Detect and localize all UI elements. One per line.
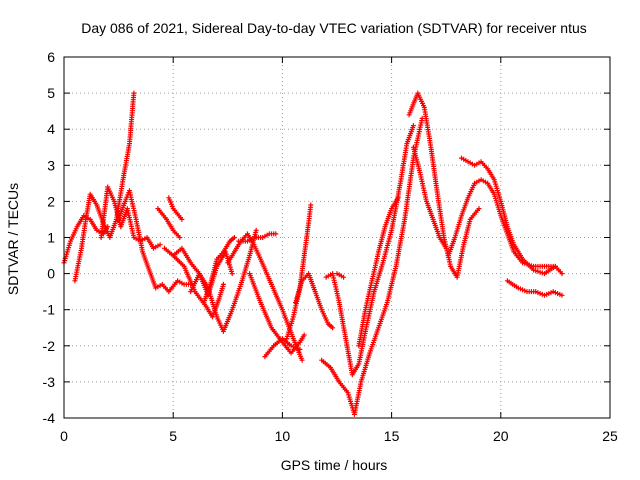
series-line bbox=[190, 229, 257, 332]
series-line bbox=[117, 190, 192, 293]
data-point bbox=[559, 292, 565, 298]
y-axis-label: SDTVAR / TECUs bbox=[5, 183, 21, 295]
series-arc-14 bbox=[262, 336, 303, 360]
axis-ticks bbox=[63, 56, 611, 419]
x-tick-label: 25 bbox=[602, 428, 618, 444]
y-tick-label: -1 bbox=[43, 302, 56, 318]
data-point bbox=[330, 325, 336, 331]
series-arc-10 bbox=[201, 235, 237, 305]
series-line bbox=[321, 117, 423, 415]
y-tick-label: -4 bbox=[43, 410, 56, 426]
y-tick-label: 4 bbox=[47, 121, 55, 137]
series-arc-12 bbox=[236, 231, 279, 244]
series-arc-24 bbox=[459, 155, 558, 277]
series-arc-20 bbox=[356, 195, 401, 349]
data-point bbox=[559, 271, 565, 277]
x-tick-label: 10 bbox=[275, 428, 291, 444]
series-arc-4 bbox=[116, 188, 194, 295]
y-tick-labels: -4 -3 -2 -1 0 1 2 3 4 5 6 bbox=[43, 49, 56, 426]
data-point bbox=[476, 206, 482, 212]
data-point bbox=[231, 235, 237, 240]
data-point bbox=[395, 195, 401, 201]
data-point bbox=[229, 271, 235, 277]
y-tick-label: 6 bbox=[47, 49, 55, 65]
series-arc-6 bbox=[166, 195, 185, 222]
series-arc-18 bbox=[323, 123, 416, 378]
y-tick-label: 0 bbox=[47, 266, 55, 282]
data-point bbox=[299, 357, 305, 363]
data-point bbox=[301, 332, 307, 338]
data-point bbox=[297, 346, 303, 352]
data-point bbox=[220, 281, 226, 287]
data-point bbox=[410, 123, 416, 129]
x-tick-label: 5 bbox=[169, 428, 177, 444]
series-arc-5 bbox=[155, 206, 183, 240]
x-tick-labels: 0 5 10 15 20 25 bbox=[60, 428, 618, 444]
x-tick-label: 15 bbox=[384, 428, 400, 444]
data-point bbox=[273, 231, 279, 237]
y-tick-label: 5 bbox=[47, 85, 55, 101]
series-line bbox=[74, 92, 135, 282]
data-point bbox=[341, 274, 347, 280]
data-point bbox=[253, 227, 259, 233]
y-tick-label: 1 bbox=[47, 230, 55, 246]
chart-title: Day 086 of 2021, Sidereal Day-to-day VTE… bbox=[81, 20, 587, 36]
series-arc-21 bbox=[406, 90, 482, 280]
data-series bbox=[61, 90, 565, 417]
data-point bbox=[179, 216, 185, 222]
x-tick-label: 0 bbox=[60, 428, 68, 444]
y-tick-label: 2 bbox=[47, 193, 55, 209]
y-tick-label: -3 bbox=[43, 374, 56, 390]
y-tick-label: 3 bbox=[47, 157, 55, 173]
data-point bbox=[552, 263, 558, 269]
data-point bbox=[177, 235, 183, 240]
series-arc-19 bbox=[334, 271, 347, 280]
x-tick-label: 20 bbox=[493, 428, 509, 444]
series-arc-2 bbox=[72, 90, 137, 284]
series-arc-9 bbox=[188, 227, 259, 334]
data-point bbox=[443, 245, 449, 251]
y-tick-label: -2 bbox=[43, 338, 56, 354]
data-point bbox=[157, 242, 163, 248]
data-point bbox=[131, 90, 137, 96]
series-arc-23 bbox=[445, 177, 565, 277]
series-arc-25 bbox=[504, 278, 565, 298]
series-arc-16 bbox=[293, 271, 336, 331]
data-point bbox=[308, 202, 314, 208]
series-line bbox=[325, 124, 414, 376]
series-arc-17 bbox=[319, 115, 425, 417]
series-arc-22 bbox=[410, 144, 449, 251]
series-arc-8 bbox=[170, 245, 235, 298]
x-axis-label: GPS time / hours bbox=[281, 457, 388, 473]
